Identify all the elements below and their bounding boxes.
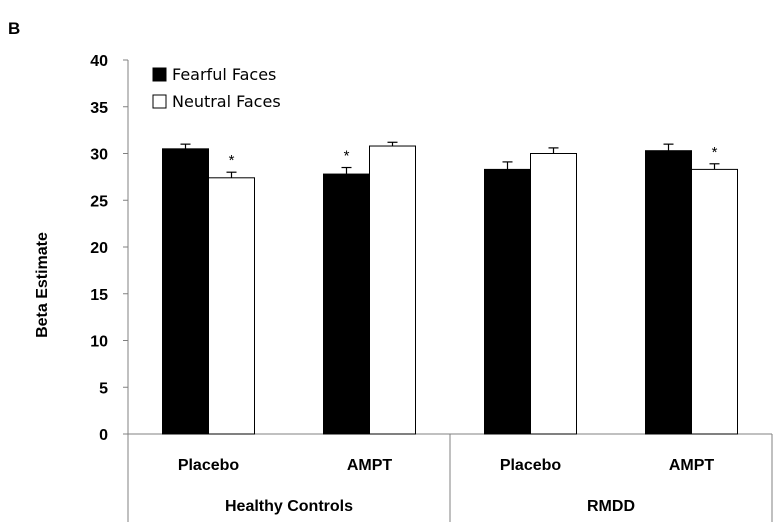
y-tick-label: 0 (99, 427, 108, 444)
y-tick-label: 25 (90, 193, 108, 210)
category-label: Placebo (500, 457, 562, 474)
significance-star: * (712, 144, 718, 161)
bar-fearful (323, 173, 370, 435)
bar-fearful (645, 150, 692, 435)
legend-swatch (152, 67, 167, 82)
y-tick-label: 15 (90, 287, 108, 304)
y-tick-label: 10 (90, 334, 108, 351)
bar-fearful (484, 168, 531, 435)
legend-label: Neutral Faces (172, 92, 281, 111)
axes: 0 5 10 15 20 25 30 35 40 Healthy Controls RMDD Plac… (90, 53, 773, 522)
group-label: RMDD (587, 498, 635, 515)
panel-label: B (8, 19, 20, 38)
y-tick-label: 40 (90, 53, 108, 70)
group-label: Healthy Controls (225, 498, 353, 515)
y-tick-label: 35 (90, 100, 108, 117)
bar-neutral (691, 168, 738, 435)
significance-star: * (229, 152, 235, 169)
y-tick-label: 20 (90, 240, 108, 257)
bar-fearful (162, 148, 209, 435)
legend-swatch (152, 94, 167, 109)
category-label: AMPT (669, 457, 715, 474)
y-tick-label: 5 (99, 380, 108, 397)
significance-star: * (344, 148, 350, 165)
bar-neutral (208, 177, 255, 435)
bar-neutral (530, 153, 577, 435)
bar-neutral (369, 145, 416, 435)
legend-label: Fearful Faces (172, 65, 276, 84)
category-label: Placebo (178, 457, 240, 474)
bars: * * * (162, 141, 738, 435)
y-axis-title: Beta Estimate (34, 232, 51, 338)
y-tick-label: 30 (90, 147, 108, 164)
legend: Fearful Faces Neutral Faces (152, 65, 281, 111)
category-label: AMPT (347, 457, 393, 474)
